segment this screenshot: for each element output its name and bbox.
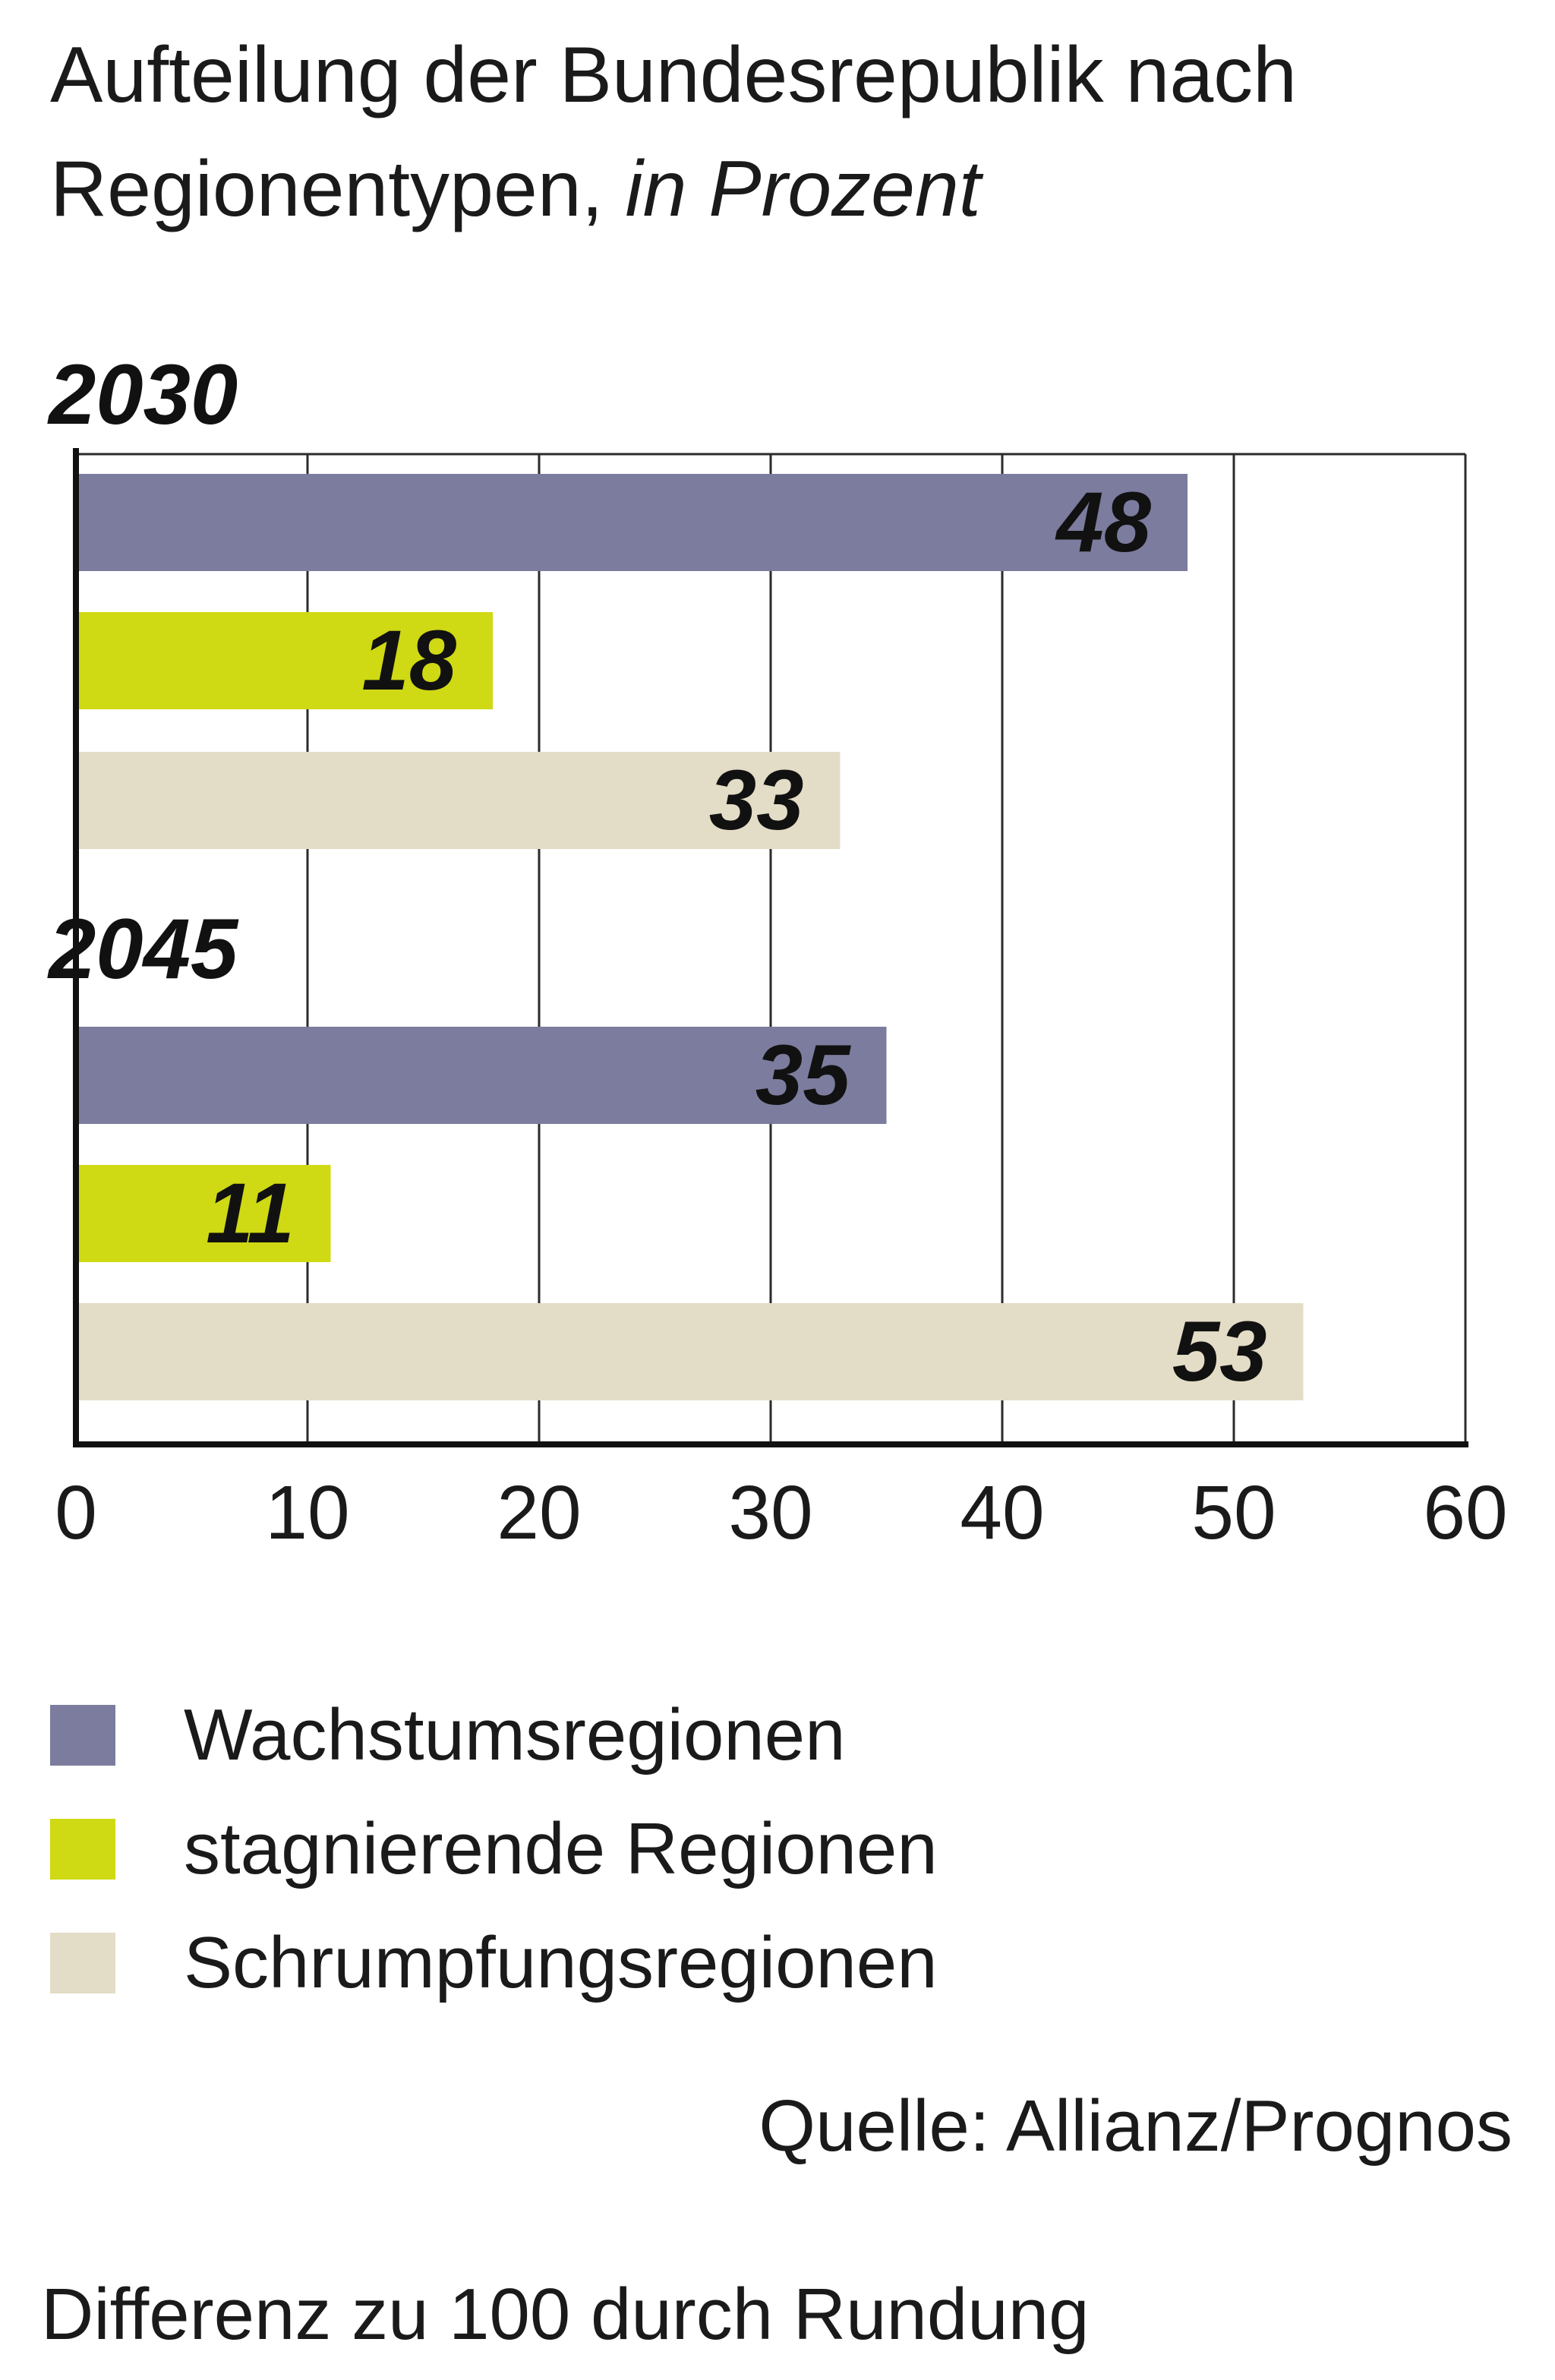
x-tick-label: 40 <box>960 1470 1044 1555</box>
legend-swatch <box>50 1933 115 1993</box>
footnote: Differenz zu 100 durch Rundung <box>41 2274 1090 2355</box>
legend-label: stagnierende Regionen <box>184 1808 938 1889</box>
data-label-2045-3: 53 <box>1172 1304 1267 1399</box>
title-line-1: Aufteilung der Bundesrepublik nach <box>50 31 1298 119</box>
legend-swatch <box>50 1705 115 1766</box>
x-tick-label: 10 <box>265 1470 349 1555</box>
bar-2045-1 <box>76 1027 887 1124</box>
bar-2045-3 <box>76 1303 1304 1400</box>
x-tick-label: 20 <box>497 1470 581 1555</box>
legend-item: Schrumpfungsregionen <box>50 1906 938 2020</box>
source-note: Quelle: Allianz/Prognos <box>759 2085 1512 2167</box>
legend-item: Wachstumsregionen <box>50 1678 938 1792</box>
legend-label: Wachstumsregionen <box>184 1694 846 1776</box>
group-label-2030: 2030 <box>47 347 238 442</box>
x-tick-label: 50 <box>1191 1470 1276 1555</box>
bar-2045-2 <box>76 1165 331 1262</box>
x-tick-label: 30 <box>728 1470 812 1555</box>
bar-2030-3 <box>76 752 841 849</box>
x-tick-label: 0 <box>55 1470 97 1555</box>
legend-label: Schrumpfungsregionen <box>184 1922 938 2003</box>
group-label-2045: 2045 <box>47 901 239 996</box>
title-unit: in Prozent <box>625 145 981 233</box>
data-label-2030-1: 48 <box>1055 475 1151 570</box>
title-line-2: Regionentypen, <box>50 145 604 233</box>
data-label-2030-2: 18 <box>361 613 456 708</box>
legend-item: stagnierende Regionen <box>50 1792 938 1906</box>
bar-2030-1 <box>76 474 1188 571</box>
chart-title: Aufteilung der Bundesrepublik nach Regio… <box>50 18 1531 246</box>
data-label-2030-3: 33 <box>709 753 804 848</box>
data-label-2045-2: 11 <box>206 1166 294 1261</box>
x-tick-label: 60 <box>1423 1470 1507 1555</box>
data-label-2045-1: 35 <box>755 1027 851 1122</box>
legend-swatch <box>50 1819 115 1880</box>
legend: Wachstumsregionen stagnierende Regionen Sc… <box>50 1678 938 2020</box>
bar-2030-2 <box>76 612 493 709</box>
